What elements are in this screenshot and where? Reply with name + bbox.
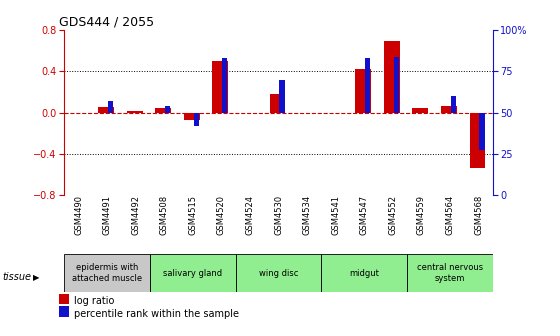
Bar [236, 254, 321, 292]
Text: GSM4547: GSM4547 [360, 195, 369, 235]
Bar [127, 111, 142, 113]
Bar [355, 69, 371, 113]
Bar [469, 113, 485, 168]
Text: ▶: ▶ [32, 273, 39, 282]
Text: GSM4564: GSM4564 [445, 195, 455, 235]
Bar [98, 108, 114, 113]
Text: GDS444 / 2055: GDS444 / 2055 [59, 15, 154, 28]
Bar [212, 61, 228, 113]
Text: midgut: midgut [349, 268, 379, 278]
Bar [184, 113, 199, 120]
Bar [269, 94, 285, 113]
Text: wing disc: wing disc [259, 268, 298, 278]
Text: GSM4491: GSM4491 [102, 195, 112, 235]
Text: GSM4508: GSM4508 [160, 195, 169, 235]
Text: GSM4490: GSM4490 [74, 195, 83, 235]
Bar [384, 41, 399, 113]
Bar [394, 56, 399, 113]
Text: GSM4524: GSM4524 [245, 195, 255, 235]
Text: GSM4520: GSM4520 [217, 195, 226, 235]
Bar [108, 101, 113, 113]
Bar [64, 254, 150, 292]
Bar [194, 113, 199, 126]
Text: GSM4552: GSM4552 [388, 195, 398, 235]
Text: GSM4559: GSM4559 [417, 195, 426, 235]
Bar [279, 80, 284, 113]
Text: GSM4515: GSM4515 [188, 195, 198, 235]
Text: salivary gland: salivary gland [164, 268, 222, 278]
Text: GSM4534: GSM4534 [302, 195, 312, 235]
Bar [150, 254, 236, 292]
Text: GSM4568: GSM4568 [474, 195, 483, 235]
Bar [412, 109, 428, 113]
Bar [479, 113, 484, 151]
Text: log ratio: log ratio [74, 296, 115, 306]
Bar [165, 106, 170, 113]
Bar [321, 254, 407, 292]
Text: GSM4492: GSM4492 [131, 195, 141, 235]
Bar [222, 58, 227, 113]
Text: tissue: tissue [3, 272, 32, 282]
Bar [365, 58, 370, 113]
Bar [407, 254, 493, 292]
Text: GSM4541: GSM4541 [331, 195, 340, 235]
Text: central nervous
system: central nervous system [417, 263, 483, 283]
Bar [441, 107, 456, 113]
Text: epidermis with
attached muscle: epidermis with attached muscle [72, 263, 142, 283]
Text: percentile rank within the sample: percentile rank within the sample [74, 309, 240, 319]
Text: GSM4530: GSM4530 [274, 195, 283, 235]
Bar [155, 109, 171, 113]
Bar [451, 96, 456, 113]
